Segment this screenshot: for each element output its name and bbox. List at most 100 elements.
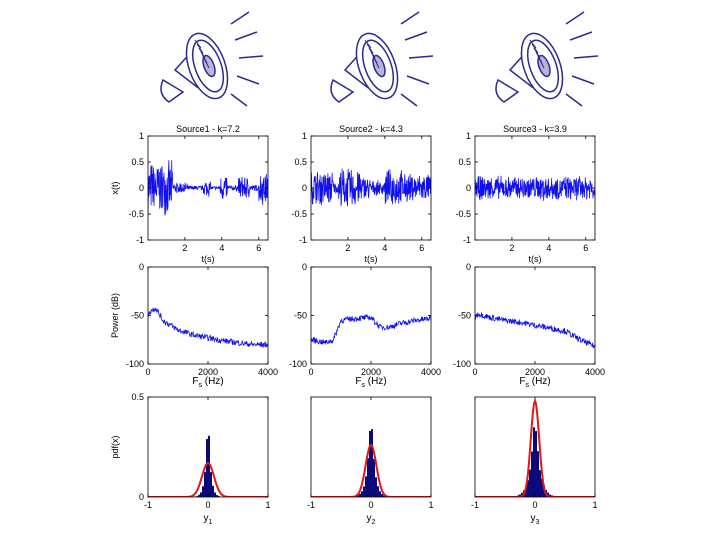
y-tick-label: -1 [463, 235, 471, 245]
speaker-icon [330, 11, 434, 107]
axes-frame [147, 266, 269, 365]
x-tick-label: 0 [308, 367, 313, 377]
x-axis-label: Fs (Hz) [519, 376, 550, 389]
histogram-bar [359, 493, 361, 497]
x-axis-label: y3 [531, 513, 540, 526]
histogram-bar [525, 486, 527, 497]
plot-area [148, 307, 268, 349]
x-tick-label: -1 [307, 500, 315, 510]
plot-area [148, 435, 268, 497]
speaker-rim [185, 32, 229, 100]
x-axis-label: t(s) [202, 254, 215, 264]
histogram-bar [357, 495, 359, 497]
chart-title: Source1 - k=7.2 [176, 124, 240, 134]
histogram-bar [539, 470, 541, 497]
axes-frame [474, 266, 596, 365]
axes-frame [310, 266, 432, 365]
y-tick-label: -1 [299, 235, 307, 245]
speaker-rim [520, 32, 564, 100]
x-tick-label: 0 [205, 500, 210, 510]
histogram-bar [369, 430, 371, 497]
histogram-bar [365, 476, 367, 497]
histogram-bar [381, 493, 383, 497]
x-tick-label: 4 [382, 243, 387, 253]
sound-line [569, 31, 593, 41]
plot-area [311, 168, 431, 207]
sound-line [230, 93, 248, 107]
waveform-series [475, 175, 595, 201]
histogram-bar [202, 486, 204, 497]
gaussian-fit-curve [475, 398, 595, 497]
plot-area [311, 429, 431, 497]
x-tick-label: 6 [419, 243, 424, 253]
y-tick-label: -50 [294, 311, 307, 321]
histogram-bar [533, 427, 535, 497]
sound-line [565, 93, 583, 107]
histogram-bar [527, 480, 529, 497]
speaker-base [160, 78, 185, 103]
gaussian-fit-curve [148, 461, 268, 497]
panel-grid: 2 4 6 -1 -0.5 0 0.5 1 Source1 - k=7.2 t(s) x(t) 2 4 6… [110, 124, 605, 526]
x-axis-label: y1 [204, 513, 213, 526]
speaker-hatch [537, 55, 545, 69]
y-tick-label: -0.5 [291, 209, 307, 219]
chart-title: Source2 - k=4.3 [339, 124, 403, 134]
waveform-series [311, 168, 431, 207]
y-tick-label: 1 [139, 131, 144, 141]
x-tick-label: 4000 [258, 367, 278, 377]
x-tick-label: 4 [219, 243, 224, 253]
axes-frame [474, 135, 596, 241]
x-tick-label: 4000 [585, 367, 605, 377]
histogram-bar [535, 431, 537, 497]
histogram-bar [196, 496, 198, 497]
panel-1-2: 2 4 6 -1 -0.5 0 0.5 1 Source2 - k=4.3 t(s) [291, 124, 432, 264]
histogram-bar [549, 494, 551, 497]
x-tick-label: 0 [145, 367, 150, 377]
x-axis-label: t(s) [365, 254, 378, 264]
histogram-bar [377, 486, 379, 497]
histogram-bar [212, 485, 214, 497]
y-tick-label: 0.5 [458, 157, 471, 167]
histogram-bar [383, 495, 385, 497]
x-tick-label: 1 [592, 500, 597, 510]
histogram-bar [198, 494, 200, 497]
speaker-hatch [366, 43, 374, 54]
sound-line [573, 55, 599, 59]
y-tick-label: 0.5 [131, 157, 144, 167]
x-tick-label: 4000 [421, 367, 441, 377]
sound-line [400, 11, 420, 25]
y-tick-label: 1 [466, 131, 471, 141]
y-tick-label: -50 [458, 311, 471, 321]
y-tick-label: 0 [139, 183, 144, 193]
histogram-bar [210, 472, 212, 497]
x-tick-label: 2 [509, 243, 514, 253]
y-tick-label: 0.5 [294, 157, 307, 167]
panel-1-1: 2 4 6 -1 -0.5 0 0.5 1 Source1 - k=7.2 t(s) x(t) [110, 124, 269, 264]
speaker-hatch [529, 39, 537, 49]
speaker-row [160, 11, 599, 107]
speaker-hatch [364, 39, 372, 49]
x-tick-label: 4 [546, 243, 551, 253]
sound-line [565, 11, 585, 25]
speaker-base [330, 78, 355, 103]
sound-line [236, 75, 260, 85]
histogram-bar [214, 492, 216, 497]
histogram-bar [218, 496, 220, 497]
x-axis-label: y2 [367, 513, 376, 526]
x-tick-label: 1 [428, 500, 433, 510]
sound-line [230, 11, 250, 25]
histogram-bar [200, 492, 202, 497]
histogram-bar [361, 491, 363, 497]
histogram-bar [206, 439, 208, 497]
y-tick-label: 1 [302, 131, 307, 141]
x-tick-label: 0 [532, 500, 537, 510]
y-axis-label: Power (dB) [110, 293, 120, 338]
y-tick-label: -1 [136, 235, 144, 245]
y-tick-label: 0 [466, 262, 471, 272]
spectrum-series [475, 312, 595, 349]
panel-3-2: -1 0 1 y2 [307, 396, 434, 526]
histogram-bar [379, 491, 381, 497]
y-tick-label: -100 [126, 359, 144, 369]
histogram-bar [547, 492, 549, 497]
